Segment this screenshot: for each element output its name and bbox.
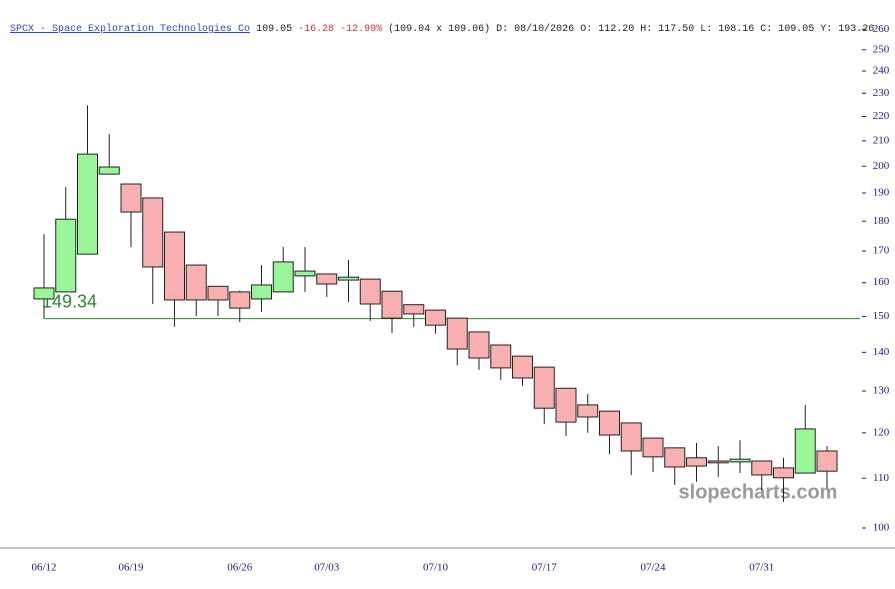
y-tick-label: 210 [873, 134, 890, 146]
y-tick-label: 220 [873, 110, 890, 122]
candle-body [707, 460, 729, 464]
x-tick-label: 06/26 [227, 562, 253, 574]
candle-body [686, 457, 707, 467]
candle-body [33, 287, 55, 300]
y-tick-label: 160 [873, 276, 890, 288]
y-tick-label: 240 [873, 65, 890, 77]
candle-body [403, 304, 425, 315]
quote-header: SPCX - Space Exploration Technologies Co… [10, 24, 874, 35]
candle-body [794, 428, 816, 474]
candle-body [316, 273, 338, 285]
y-tick-label: 150 [873, 310, 890, 322]
candle-body [77, 153, 98, 255]
candle-body [773, 467, 794, 479]
quote-details: (109.04 x 109.06) D: 08/10/2026 O: 112.2… [388, 24, 875, 35]
watermark: slopecharts.com [679, 481, 838, 503]
x-tick-label: 07/03 [314, 562, 340, 574]
candle-body [55, 218, 77, 293]
candle-body [577, 404, 599, 418]
x-tick-label: 07/17 [532, 562, 558, 574]
y-tick-label: 170 [873, 245, 890, 257]
y-tick-label: 250 [873, 43, 890, 55]
candle-body [142, 197, 164, 268]
y-tick-label: 140 [873, 346, 890, 358]
candle-body [555, 387, 577, 423]
x-tick-label: 07/31 [749, 562, 774, 574]
candle-body [729, 458, 751, 463]
x-tick-label: 06/19 [118, 562, 144, 574]
candle-body [446, 317, 468, 350]
candle-body [751, 460, 773, 476]
candle-body [251, 284, 272, 300]
candle-body [98, 166, 120, 175]
candle-body [425, 309, 446, 326]
change: -16.28 [298, 24, 335, 35]
candle-body [490, 344, 512, 369]
candle-body [272, 261, 294, 293]
candle-body [185, 264, 207, 301]
candle-body [359, 278, 381, 305]
y-tick-label: 110 [873, 472, 890, 484]
candle-body [620, 422, 642, 452]
x-tick-label: 07/10 [423, 562, 449, 574]
last-price: 109.05 [256, 24, 293, 35]
candle-body [664, 447, 686, 468]
candle-body [338, 276, 359, 281]
candle-body [533, 366, 555, 409]
x-tick-label: 07/24 [640, 562, 666, 574]
symbol-link[interactable]: SPCX - Space Exploration Technologies Co [10, 24, 251, 35]
y-tick-label: 180 [873, 215, 890, 227]
candle-body [164, 231, 185, 301]
candle-body [207, 285, 229, 301]
candle-body [381, 290, 403, 319]
candle-body [512, 355, 533, 379]
y-tick-label: 100 [873, 522, 890, 534]
y-tick-label: 260 [873, 23, 890, 35]
x-tick-label: 06/12 [31, 562, 56, 574]
y-tick-label: 120 [873, 426, 890, 438]
y-tick-label: 190 [873, 187, 890, 199]
change-pct: -12.99% [340, 24, 383, 35]
reference-label: 149.34 [42, 291, 97, 311]
y-tick-label: 200 [873, 160, 890, 172]
candle-body [120, 183, 142, 213]
candle-body [294, 270, 316, 277]
candle-body [599, 410, 620, 436]
y-tick-label: 130 [873, 385, 890, 397]
candle-body [816, 450, 838, 472]
candle-body [642, 437, 664, 458]
candle-body [468, 331, 490, 359]
candle-body [229, 291, 251, 309]
y-tick-label: 230 [873, 87, 890, 99]
